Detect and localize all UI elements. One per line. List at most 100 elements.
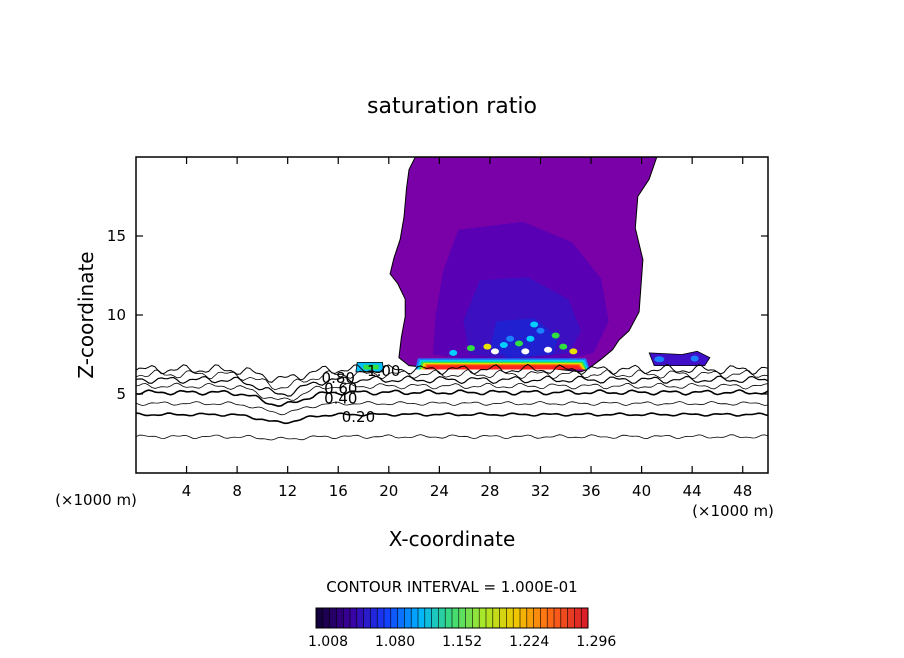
colorbar-segment xyxy=(513,608,521,628)
colorbar-tick-labels: 1.008 1.080 1.152 1.224 1.296 xyxy=(308,634,616,650)
colorbar-segment xyxy=(390,608,399,628)
colorbar-segment xyxy=(370,608,378,628)
x-tick-label: 44 xyxy=(683,482,702,500)
x-tick-label: 40 xyxy=(632,482,651,500)
colorbar-segment xyxy=(350,608,358,628)
x-tick-label: 4 xyxy=(182,482,192,500)
contour-line xyxy=(135,382,769,401)
contour-label: 0.80 xyxy=(322,369,355,387)
colorbar-segment xyxy=(533,608,541,628)
cloud-speckle xyxy=(483,343,492,350)
colorbar-segment xyxy=(418,608,426,628)
colorbar-segment xyxy=(343,608,351,628)
colorbar-segment xyxy=(506,608,514,628)
y-tick-label: 15 xyxy=(107,227,126,245)
colorbar-segment xyxy=(499,608,507,628)
colorbar-segment xyxy=(438,608,446,628)
colorbar-frame xyxy=(315,607,589,629)
cloud-fill-layer xyxy=(355,156,711,373)
colorbar-segment xyxy=(567,608,575,628)
cloud-speckle xyxy=(544,346,553,353)
contour-label: 0.40 xyxy=(324,390,357,408)
y-axis-label: Z-coordinate xyxy=(74,251,98,378)
x-tick-label: 32 xyxy=(531,482,550,500)
cloud-speckle xyxy=(551,332,560,339)
colorbar-segment xyxy=(397,608,405,628)
x-tick-label: 36 xyxy=(581,482,600,500)
y-tick-label: 10 xyxy=(107,306,126,324)
colorbar-segment xyxy=(363,608,371,628)
colorbar-segment xyxy=(452,608,460,628)
colorbar-tick-label: 1.152 xyxy=(442,634,482,650)
colorbar-segment xyxy=(411,608,419,628)
cloud-speckle xyxy=(449,349,458,356)
x-tick-label: 24 xyxy=(430,482,449,500)
colorbar-segment xyxy=(458,608,467,628)
y-tick-label: 5 xyxy=(116,385,126,403)
colorbar-segment xyxy=(472,608,480,628)
colorbar-segment xyxy=(560,608,569,628)
cloud-speckle xyxy=(526,335,535,342)
colorbar-segment xyxy=(547,608,555,628)
cloud-speckle xyxy=(490,348,499,355)
colorbar-segment xyxy=(465,608,473,628)
colorbar-tick-label: 1.080 xyxy=(375,634,415,650)
colorbar-segment xyxy=(492,608,501,628)
x-unit-right: (×1000 m) xyxy=(692,502,774,520)
cloud-speckle xyxy=(569,348,578,355)
right-cloud-core xyxy=(690,355,699,362)
colorbar-segment xyxy=(520,608,528,628)
right-cloud-patch xyxy=(648,350,711,366)
cloud-speckle xyxy=(530,321,539,328)
cloud-speckle xyxy=(499,342,508,349)
colorbar-segment xyxy=(540,608,548,628)
contour-label: 0.20 xyxy=(342,408,375,426)
colorbar-segment xyxy=(384,608,392,628)
contour-line xyxy=(135,434,769,441)
contour-lines-layer xyxy=(135,363,769,441)
x-tick-label: 48 xyxy=(733,482,752,500)
contour-line xyxy=(135,363,769,383)
left-cloud-core xyxy=(363,364,379,370)
chart-title: saturation ratio xyxy=(367,94,537,119)
colorbar-segment xyxy=(581,608,589,628)
contour-line xyxy=(135,401,769,416)
right-cloud-core xyxy=(654,356,665,363)
cloud-speckle xyxy=(466,345,475,352)
colorbar-segment xyxy=(377,608,385,628)
colorbar-segment xyxy=(336,608,344,628)
x-tick-label: 12 xyxy=(278,482,297,500)
contour-line xyxy=(135,389,769,408)
y-axis-ticks: 5 10 15 xyxy=(107,227,768,403)
colorbar-segment xyxy=(316,608,324,628)
colorbar-segment xyxy=(486,608,494,628)
colorbar-tick-label: 1.224 xyxy=(509,634,549,650)
colorbar-segment xyxy=(554,608,562,628)
cloud-speckle xyxy=(536,327,545,334)
contour-labels-layer: 0.200.400.600.80 1.00 xyxy=(322,362,401,426)
colorbar-segment xyxy=(526,608,535,628)
contour-line xyxy=(135,369,769,391)
colorbar-segment xyxy=(424,608,433,628)
x-axis-ticks: 4 8 12 16 20 24 28 32 36 40 44 48 xyxy=(182,157,752,500)
colorbar-segment xyxy=(356,608,365,628)
colorbar-segment xyxy=(479,608,487,628)
cloud-speckle xyxy=(506,335,515,342)
colorbar-segment xyxy=(431,608,439,628)
colorbar-tick-label: 1.296 xyxy=(576,634,616,650)
colorbar-segment xyxy=(445,608,453,628)
colorbar-segment xyxy=(322,608,331,628)
cloud-speckle xyxy=(559,343,568,350)
colorbar-tick-label: 1.008 xyxy=(308,634,348,650)
contour-line xyxy=(135,412,769,425)
contour-label: 0.60 xyxy=(324,379,357,397)
x-unit-left: (×1000 m) xyxy=(55,491,137,509)
contour-interval-note: CONTOUR INTERVAL = 1.000E-01 xyxy=(326,578,577,596)
colorbar xyxy=(315,607,589,629)
x-tick-label: 16 xyxy=(329,482,348,500)
x-axis-label: X-coordinate xyxy=(389,527,516,551)
cloud-speckle xyxy=(514,340,523,347)
colorbar-segment xyxy=(329,608,337,628)
colorbar-segment xyxy=(574,608,582,628)
